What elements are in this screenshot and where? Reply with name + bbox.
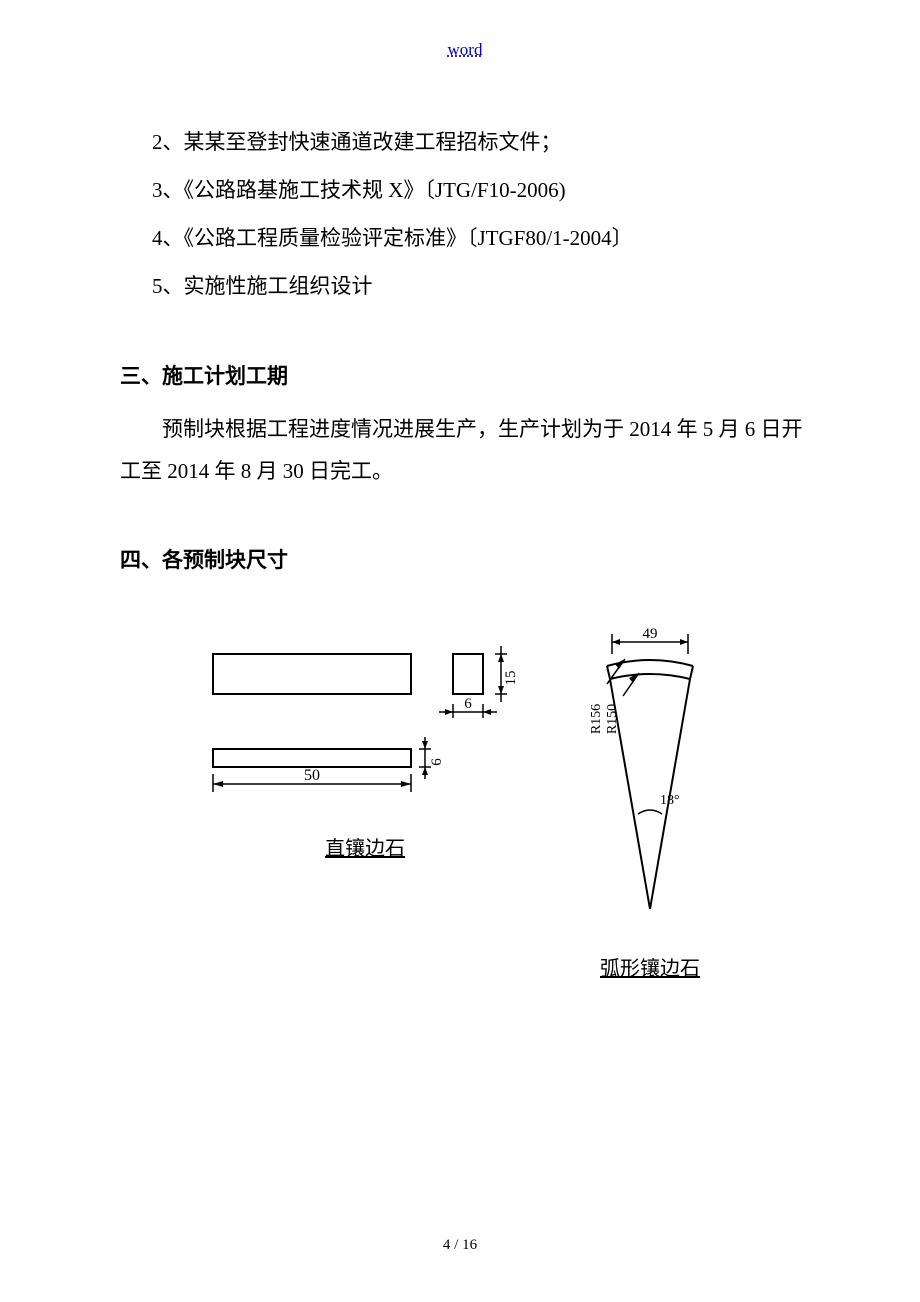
dim-49: 49 (643, 626, 658, 642)
section4-title: 四、各预制块尺寸 (120, 544, 810, 574)
reference-list: 2、某某至登封快速通道改建工程招标文件； 3、《公路路基施工技术规 X》〔JTG… (152, 120, 810, 308)
dim-r156: R156 (589, 704, 604, 734)
diagram-left-svg: 15 6 (195, 624, 535, 814)
header-app-name: word (120, 40, 810, 60)
list-item: 5、实施性施工组织设计 (152, 264, 810, 308)
dim-50: 50 (304, 767, 320, 784)
dim-6v: 6 (429, 758, 445, 766)
page-total: 16 (462, 1237, 477, 1253)
list-item: 2、某某至登封快速通道改建工程招标文件； (152, 120, 810, 164)
list-item: 4、《公路工程质量检验评定标准》〔JTGF80/1-2004〕 (152, 216, 810, 260)
diagram-left-label: 直镶边石 (325, 832, 405, 861)
diagram-left-column: 15 6 (195, 624, 535, 981)
dim-15: 15 (503, 671, 519, 686)
section3-paragraph: 预制块根据工程进度情况进展生产，生产计划为于 2014 年 5 月 6 日开工至… (120, 408, 810, 492)
page-sep: / (450, 1237, 462, 1253)
diagram-right-label: 弧形镶边石 (600, 952, 700, 981)
page-number: 4 / 16 (0, 1237, 920, 1254)
diagram-area: 15 6 (120, 624, 810, 981)
list-item: 3、《公路路基施工技术规 X》〔JTG/F10-2006) (152, 168, 810, 212)
diagram-right-column: 49 R156 R150 (565, 624, 735, 981)
diagram-right-svg: 49 R156 R150 (565, 624, 735, 934)
dim-angle: 18° (660, 793, 680, 808)
dim-6h: 6 (464, 696, 472, 712)
section3-title: 三、施工计划工期 (120, 360, 810, 390)
